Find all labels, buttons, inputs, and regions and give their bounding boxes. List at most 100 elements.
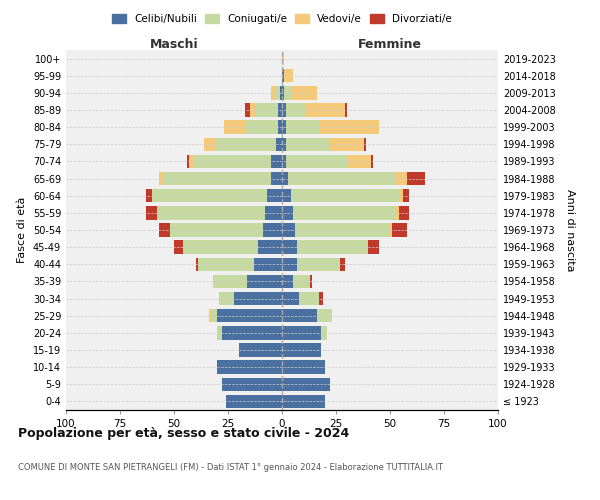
Bar [211, 309, 217, 322]
Bar [157, 206, 265, 220]
Bar [407, 172, 425, 186]
Bar [146, 206, 157, 220]
Bar [196, 258, 198, 271]
Bar [215, 138, 275, 151]
Bar [224, 120, 245, 134]
Bar [204, 138, 215, 151]
Bar [282, 189, 290, 202]
Bar [226, 394, 282, 408]
Bar [299, 292, 319, 306]
Bar [282, 274, 293, 288]
Bar [189, 154, 193, 168]
Bar [275, 138, 282, 151]
Legend: Celibi/Nubili, Coniugati/e, Vedovi/e, Divorziati/e: Celibi/Nubili, Coniugati/e, Vedovi/e, Di… [108, 10, 456, 29]
Bar [250, 104, 256, 117]
Bar [235, 292, 282, 306]
Bar [282, 240, 297, 254]
Bar [174, 240, 182, 254]
Bar [398, 189, 403, 202]
Bar [282, 86, 284, 100]
Bar [282, 258, 297, 271]
Bar [146, 189, 152, 202]
Bar [282, 224, 295, 236]
Bar [282, 326, 321, 340]
Bar [217, 360, 282, 374]
Bar [368, 240, 379, 254]
Bar [290, 189, 398, 202]
Bar [282, 154, 286, 168]
Bar [282, 138, 286, 151]
Bar [398, 206, 409, 220]
Bar [239, 344, 282, 356]
Bar [271, 154, 282, 168]
Bar [329, 138, 364, 151]
Bar [390, 224, 392, 236]
Bar [282, 292, 299, 306]
Bar [286, 138, 329, 151]
Bar [278, 120, 282, 134]
Bar [271, 172, 282, 186]
Bar [282, 360, 325, 374]
Bar [284, 86, 290, 100]
Y-axis label: Fasce di età: Fasce di età [17, 197, 27, 263]
Bar [340, 258, 344, 271]
Bar [247, 274, 282, 288]
Bar [282, 309, 317, 322]
Bar [159, 172, 163, 186]
Bar [295, 224, 390, 236]
Bar [293, 206, 397, 220]
Bar [163, 172, 271, 186]
Bar [290, 86, 317, 100]
Y-axis label: Anni di nascita: Anni di nascita [565, 188, 575, 271]
Bar [282, 394, 325, 408]
Bar [392, 224, 407, 236]
Bar [397, 172, 407, 186]
Bar [282, 120, 286, 134]
Bar [282, 172, 289, 186]
Bar [245, 104, 250, 117]
Bar [282, 52, 284, 66]
Bar [221, 326, 282, 340]
Text: Maschi: Maschi [149, 38, 199, 51]
Bar [267, 189, 282, 202]
Bar [282, 104, 286, 117]
Bar [217, 309, 282, 322]
Bar [364, 138, 366, 151]
Bar [282, 378, 329, 391]
Bar [306, 104, 344, 117]
Text: Femmine: Femmine [358, 38, 422, 51]
Text: COMUNE DI MONTE SAN PIETRANGELI (FM) - Dati ISTAT 1° gennaio 2024 - Elaborazione: COMUNE DI MONTE SAN PIETRANGELI (FM) - D… [18, 462, 443, 471]
Bar [286, 104, 306, 117]
Bar [182, 240, 258, 254]
Bar [263, 224, 282, 236]
Bar [289, 172, 397, 186]
Bar [170, 224, 263, 236]
Bar [282, 344, 321, 356]
Bar [280, 86, 282, 100]
Bar [293, 274, 310, 288]
Bar [213, 274, 247, 288]
Bar [278, 104, 282, 117]
Bar [344, 104, 347, 117]
Bar [159, 224, 170, 236]
Bar [271, 86, 275, 100]
Bar [198, 258, 254, 271]
Bar [282, 206, 293, 220]
Bar [403, 189, 409, 202]
Bar [319, 292, 323, 306]
Bar [193, 154, 271, 168]
Bar [275, 86, 280, 100]
Bar [371, 154, 373, 168]
Bar [152, 189, 267, 202]
Bar [319, 120, 379, 134]
Bar [297, 258, 340, 271]
Bar [217, 326, 221, 340]
Bar [209, 309, 211, 322]
Bar [265, 206, 282, 220]
Bar [187, 154, 189, 168]
Bar [221, 378, 282, 391]
Bar [321, 326, 328, 340]
Bar [310, 274, 312, 288]
Bar [317, 309, 332, 322]
Bar [286, 154, 347, 168]
